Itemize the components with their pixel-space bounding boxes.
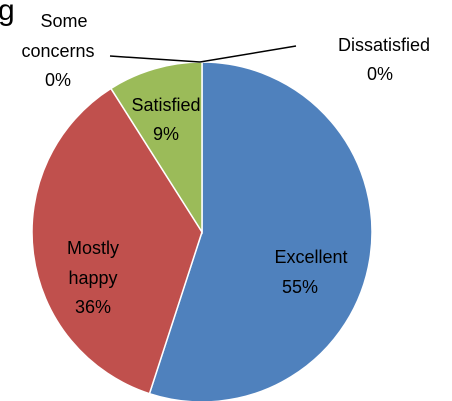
pie-slice-mostly-happy xyxy=(31,87,203,395)
chart-title-fragment: g xyxy=(0,0,15,27)
leader-line-dissatisfied xyxy=(199,45,297,63)
label-mostly-happy-value: 36% xyxy=(75,297,111,317)
label-dissatisfied: Dissatisfied xyxy=(338,35,430,55)
pie-slice-excellent xyxy=(148,61,373,401)
label-mostly-happy-line2: happy xyxy=(68,268,117,288)
label-mostly-happy-line1: Mostly xyxy=(67,238,119,258)
label-some-concerns-line2: concerns xyxy=(21,41,94,61)
label-dissatisfied-value: 0% xyxy=(367,64,393,84)
leader-line-some-concerns xyxy=(109,55,201,63)
label-some-concerns-line1: Some xyxy=(40,11,87,31)
label-excellent: Excellent xyxy=(274,247,347,267)
label-satisfied-value: 9% xyxy=(153,124,179,144)
label-some-concerns-value: 0% xyxy=(45,70,71,90)
label-excellent-value: 55% xyxy=(282,277,318,297)
label-satisfied: Satisfied xyxy=(131,95,200,115)
